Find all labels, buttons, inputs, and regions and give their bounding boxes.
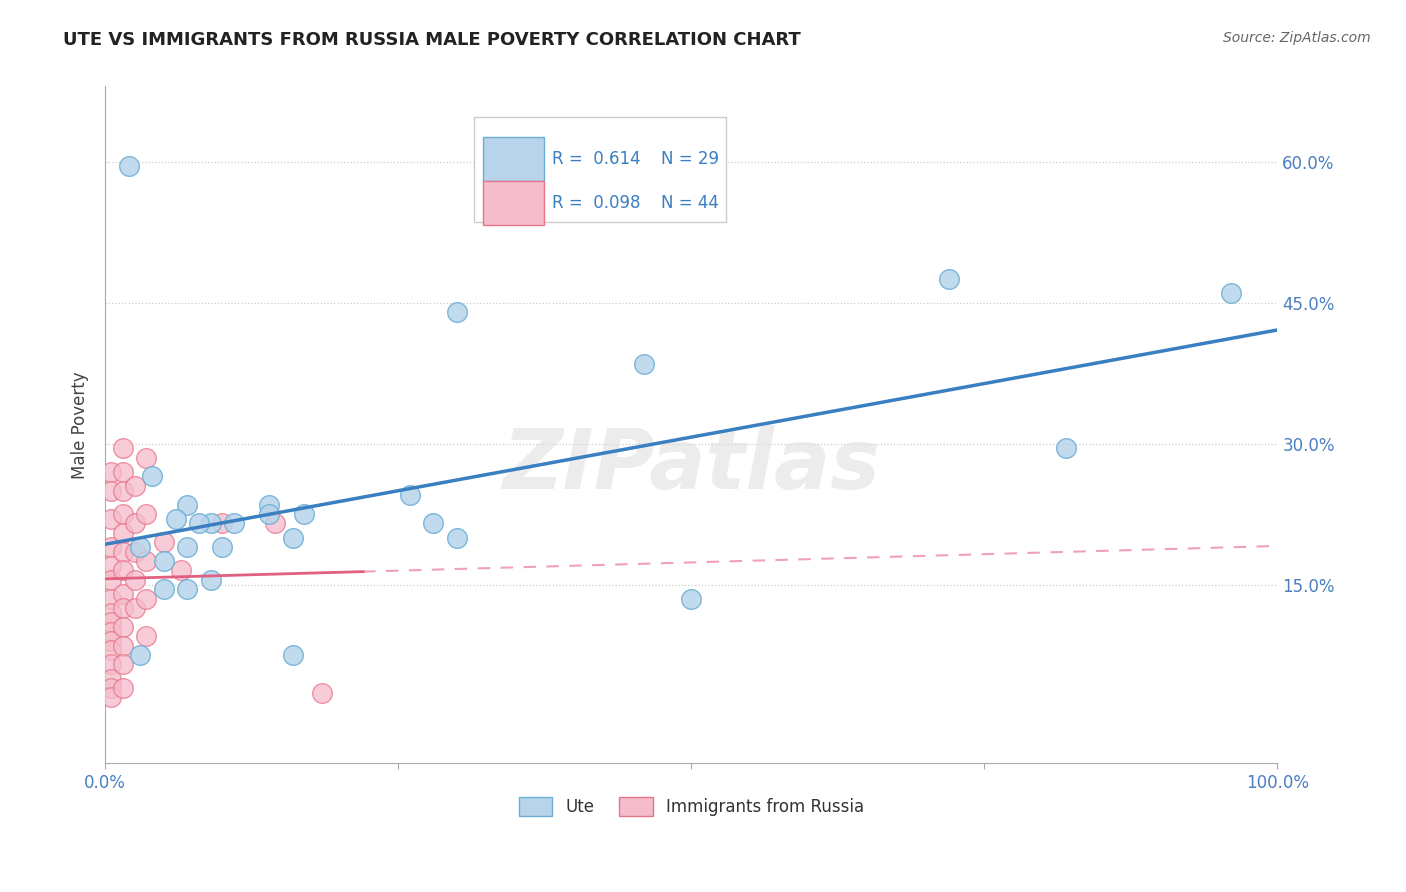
Point — [176, 498, 198, 512]
Point — [281, 531, 304, 545]
Point — [111, 465, 134, 479]
Point — [100, 540, 122, 554]
Point — [100, 634, 122, 648]
Point — [111, 544, 134, 558]
Point — [153, 535, 176, 549]
Point — [100, 465, 122, 479]
Point — [100, 643, 122, 657]
Point — [100, 558, 122, 573]
Point — [165, 512, 187, 526]
Point — [111, 620, 134, 634]
Point — [111, 525, 134, 540]
Legend: Ute, Immigrants from Russia: Ute, Immigrants from Russia — [512, 790, 870, 822]
Text: R =  0.614: R = 0.614 — [551, 150, 641, 168]
Point — [200, 516, 222, 531]
Point — [100, 512, 122, 526]
Point — [124, 479, 146, 493]
Point — [111, 601, 134, 615]
Point — [422, 516, 444, 531]
Point — [100, 657, 122, 672]
Point — [188, 516, 211, 531]
FancyBboxPatch shape — [482, 136, 544, 181]
Point — [111, 587, 134, 601]
Point — [211, 516, 233, 531]
Text: R =  0.098: R = 0.098 — [551, 194, 640, 211]
Point — [124, 516, 146, 531]
Point — [938, 272, 960, 286]
Point — [124, 573, 146, 587]
Point — [224, 516, 246, 531]
Point — [124, 601, 146, 615]
Point — [200, 573, 222, 587]
Text: N = 29: N = 29 — [661, 150, 718, 168]
Point — [111, 442, 134, 456]
Point — [100, 606, 122, 620]
Point — [135, 554, 157, 568]
Point — [633, 357, 655, 371]
Point — [100, 591, 122, 606]
Y-axis label: Male Poverty: Male Poverty — [72, 371, 89, 478]
Text: ZIPatlas: ZIPatlas — [502, 425, 880, 506]
Point — [111, 657, 134, 672]
Point — [124, 544, 146, 558]
Point — [281, 648, 304, 662]
Point — [118, 159, 141, 173]
Point — [311, 685, 333, 699]
Point — [111, 507, 134, 521]
Point — [129, 648, 152, 662]
Text: Source: ZipAtlas.com: Source: ZipAtlas.com — [1223, 31, 1371, 45]
Point — [111, 483, 134, 498]
Point — [211, 540, 233, 554]
Point — [176, 582, 198, 597]
Point — [446, 531, 468, 545]
Point — [135, 629, 157, 643]
Point — [176, 540, 198, 554]
Point — [1219, 286, 1241, 301]
Text: UTE VS IMMIGRANTS FROM RUSSIA MALE POVERTY CORRELATION CHART: UTE VS IMMIGRANTS FROM RUSSIA MALE POVER… — [63, 31, 801, 49]
Point — [294, 507, 316, 521]
Point — [259, 498, 281, 512]
Point — [153, 554, 176, 568]
Point — [100, 681, 122, 695]
Point — [100, 672, 122, 686]
Point — [111, 639, 134, 653]
Point — [264, 516, 287, 531]
Point — [1054, 442, 1077, 456]
Point — [100, 573, 122, 587]
Point — [135, 450, 157, 465]
Point — [100, 690, 122, 705]
FancyBboxPatch shape — [474, 117, 727, 222]
Point — [135, 591, 157, 606]
Point — [681, 591, 703, 606]
Point — [100, 624, 122, 639]
Point — [170, 564, 193, 578]
Point — [259, 507, 281, 521]
Point — [111, 681, 134, 695]
Point — [399, 488, 422, 502]
Point — [100, 483, 122, 498]
Text: N = 44: N = 44 — [661, 194, 718, 211]
Point — [100, 615, 122, 629]
Point — [141, 469, 163, 483]
Point — [153, 582, 176, 597]
FancyBboxPatch shape — [482, 181, 544, 225]
Point — [135, 507, 157, 521]
Point — [111, 564, 134, 578]
Point — [446, 305, 468, 319]
Point — [129, 540, 152, 554]
